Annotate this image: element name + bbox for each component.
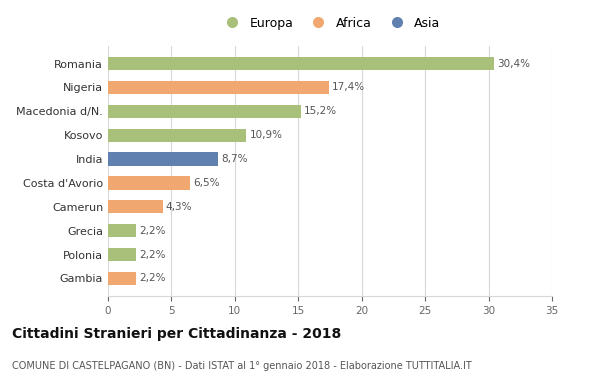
Bar xyxy=(108,176,190,190)
Text: Cittadini Stranieri per Cittadinanza - 2018: Cittadini Stranieri per Cittadinanza - 2… xyxy=(12,327,341,341)
Text: 2,2%: 2,2% xyxy=(139,250,166,260)
Legend: Europa, Africa, Asia: Europa, Africa, Asia xyxy=(215,12,445,35)
Bar xyxy=(108,248,136,261)
Bar xyxy=(108,105,301,118)
Bar xyxy=(108,81,329,94)
Bar xyxy=(108,272,136,285)
Text: 4,3%: 4,3% xyxy=(166,202,192,212)
Bar xyxy=(108,128,246,142)
Bar xyxy=(108,224,136,237)
Text: 2,2%: 2,2% xyxy=(139,274,166,283)
Text: COMUNE DI CASTELPAGANO (BN) - Dati ISTAT al 1° gennaio 2018 - Elaborazione TUTTI: COMUNE DI CASTELPAGANO (BN) - Dati ISTAT… xyxy=(12,361,472,370)
Text: 8,7%: 8,7% xyxy=(221,154,248,164)
Bar xyxy=(108,57,494,70)
Bar xyxy=(108,152,218,166)
Text: 6,5%: 6,5% xyxy=(194,178,220,188)
Bar xyxy=(108,200,163,214)
Text: 10,9%: 10,9% xyxy=(250,130,283,140)
Text: 2,2%: 2,2% xyxy=(139,226,166,236)
Text: 17,4%: 17,4% xyxy=(332,82,365,92)
Text: 15,2%: 15,2% xyxy=(304,106,337,116)
Text: 30,4%: 30,4% xyxy=(497,59,530,68)
